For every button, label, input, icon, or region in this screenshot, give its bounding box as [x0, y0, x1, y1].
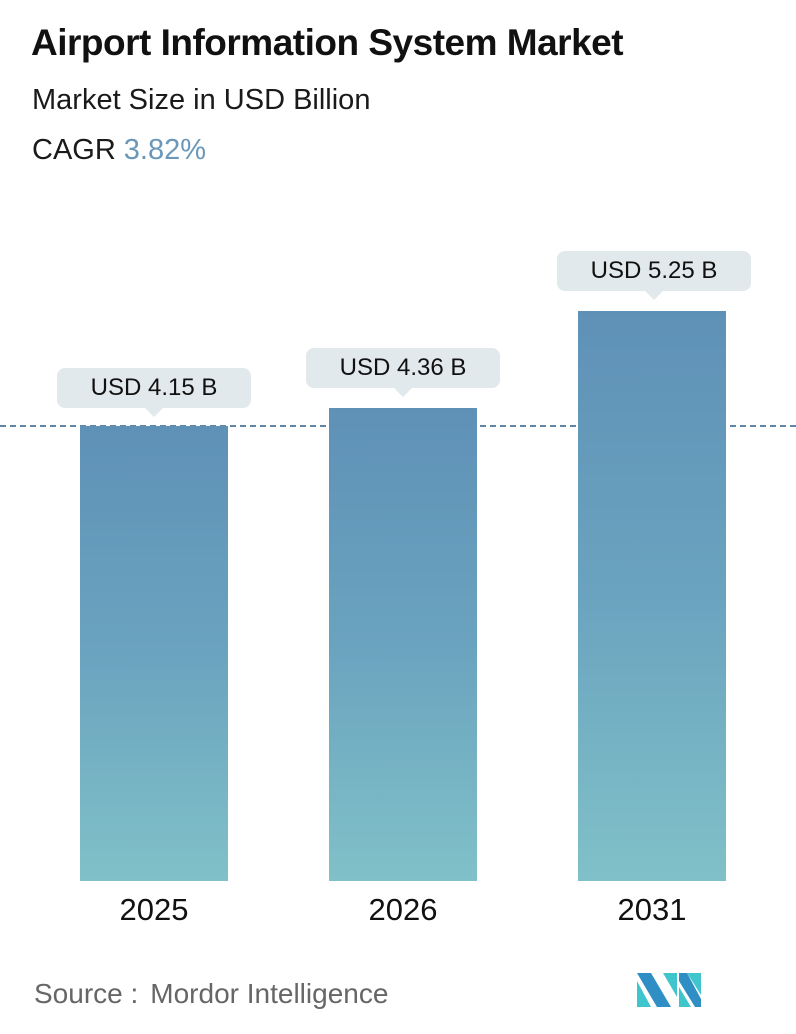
- value-label-2025: USD 4.15 B: [57, 368, 251, 417]
- chart-title: Airport Information System Market: [31, 22, 624, 63]
- value-label-2031: USD 5.25 B: [557, 251, 751, 300]
- cagr-value: 3.82%: [123, 134, 207, 166]
- source-name: Mordor Intelligence: [150, 978, 389, 1009]
- bar-2026: [329, 408, 477, 881]
- value-label-2026: USD 4.36 B: [306, 348, 500, 397]
- x-tick-2031: 2031: [617, 892, 687, 927]
- bar-2031: [578, 311, 726, 881]
- bar-2025: [80, 426, 228, 881]
- x-tick-2025: 2025: [119, 892, 189, 927]
- cagr-label: CAGR: [32, 134, 116, 166]
- mordor-intelligence-logo-icon: [637, 973, 701, 1007]
- cagr-annotation: CAGR 3.82%: [32, 134, 206, 167]
- source-credit: Source : Mordor Intelligence: [34, 978, 388, 1010]
- x-tick-2026: 2026: [368, 892, 438, 927]
- chart-subtitle: Market Size in USD Billion: [32, 84, 371, 116]
- source-label: Source :: [34, 978, 139, 1009]
